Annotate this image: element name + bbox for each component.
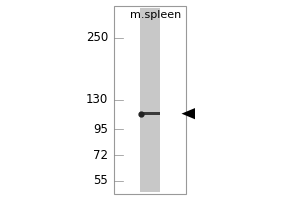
FancyBboxPatch shape: [140, 112, 160, 115]
Polygon shape: [182, 108, 195, 119]
Text: m.spleen: m.spleen: [130, 10, 182, 20]
FancyBboxPatch shape: [114, 6, 186, 194]
Text: 130: 130: [86, 93, 108, 106]
Text: 95: 95: [93, 123, 108, 136]
Text: 250: 250: [86, 31, 108, 44]
FancyBboxPatch shape: [140, 8, 160, 192]
Text: 55: 55: [93, 174, 108, 187]
Text: 72: 72: [93, 149, 108, 162]
